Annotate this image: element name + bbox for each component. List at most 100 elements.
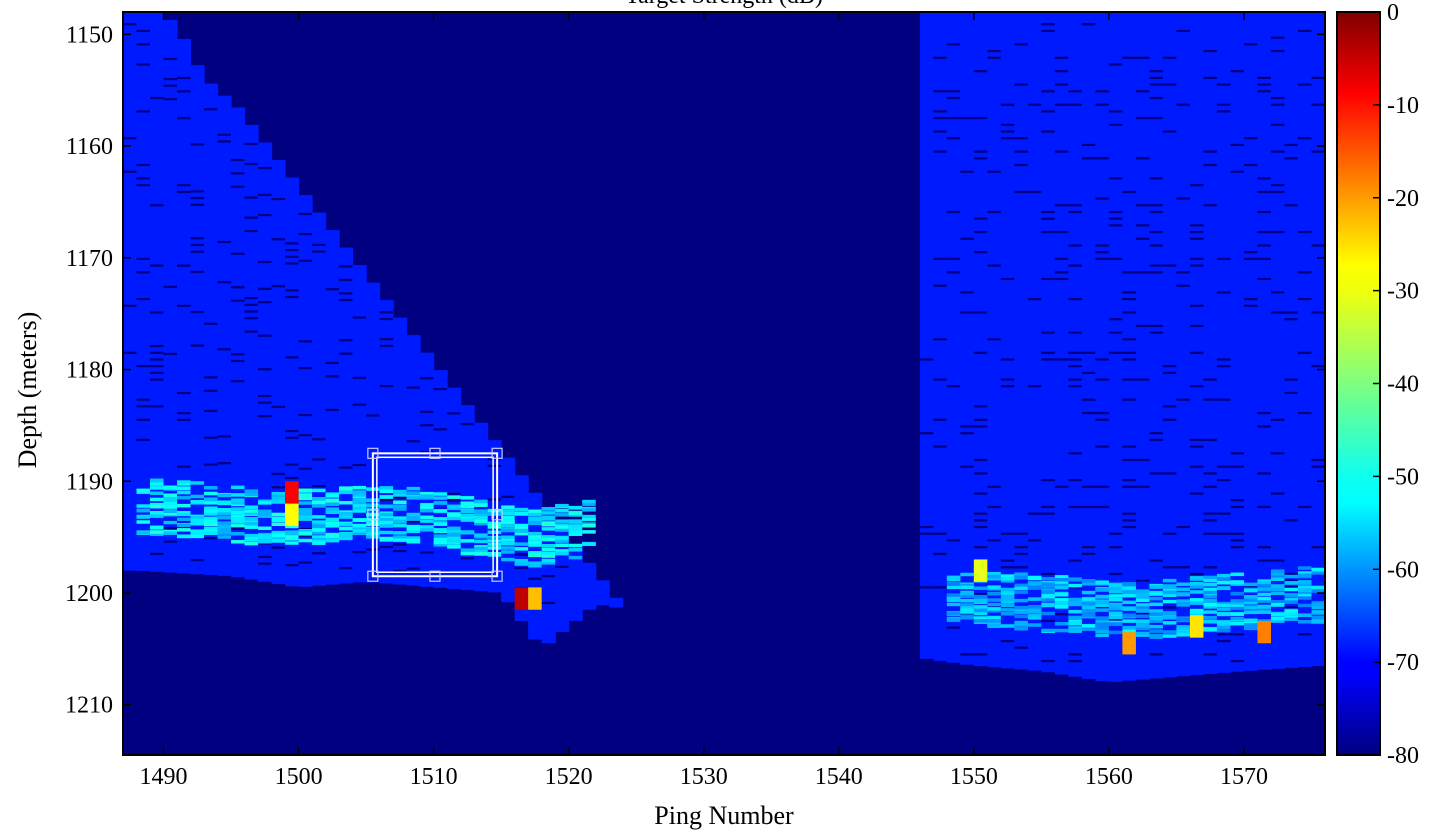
scatter-cell [1284,594,1298,598]
dropout-speckle [325,288,340,291]
dropout-speckle [1311,76,1325,80]
scatter-cell [1108,607,1123,611]
scatter-cell [1108,589,1123,594]
scatter-cell [1027,597,1042,601]
scatter-cell [339,522,353,527]
dropout-speckle [1230,452,1244,455]
dropout-speckle [1108,123,1123,126]
scatter-cell [352,493,367,497]
scatter-cell [1081,597,1096,601]
scatter-cell [204,529,218,534]
dropout-speckle [946,90,961,93]
dropout-speckle [1041,130,1055,133]
scatter-cell [420,519,434,523]
dropout-speckle [933,378,947,381]
scatter-cell [217,535,232,539]
scatter-cell [474,539,488,544]
water-column-ping [555,527,570,633]
dropout-speckle [1162,83,1177,86]
dropout-speckle [1270,190,1285,193]
scatter-cell [528,564,542,568]
scatter-cell [460,539,475,543]
selection-handle[interactable] [367,447,379,459]
dropout-speckle [1270,291,1285,294]
scatter-cell [1122,582,1136,587]
dropout-speckle [312,552,326,555]
scatter-cell [393,489,407,494]
dropout-speckle [1122,525,1136,529]
selection-handle[interactable] [429,570,441,582]
dropout-speckle [1189,237,1204,240]
dropout-speckle [514,566,529,570]
dropout-speckle [298,232,313,236]
dropout-speckle [1108,63,1123,66]
dropout-speckle [217,240,232,244]
dropout-speckle [1189,304,1204,307]
selection-handles[interactable] [367,447,503,582]
dropout-speckle [1095,244,1109,247]
scatter-cell [1041,588,1055,592]
scatter-cell [190,518,205,523]
dropout-speckle [1189,465,1204,468]
scatter-cell [298,531,313,535]
dropout-speckle [1095,418,1109,421]
scatter-cell [339,526,353,531]
dropout-speckle [420,410,434,413]
dropout-speckle [1203,438,1217,442]
water-column-ping [1149,12,1164,679]
scatter-cell [1108,630,1123,635]
scatter-cell [339,486,353,490]
scatter-cell [541,558,556,563]
dropout-speckle [1068,653,1082,656]
dropout-speckle [352,463,367,467]
scatter-cell [1095,608,1109,612]
scatter-cell [1162,621,1177,625]
dropout-speckle [1014,137,1028,140]
selection-handle[interactable] [367,509,379,521]
scatter-cell [487,553,502,557]
dropout-speckle [163,352,178,356]
dropout-speckle [1257,83,1271,86]
dropout-speckle [231,359,245,363]
dropout-speckle [1176,525,1190,529]
scatter-cell [1041,577,1055,581]
water-column-ping [163,19,178,573]
scatter-cell [393,504,407,508]
water-column-ping [204,83,219,576]
scatter-cell [1041,598,1055,602]
dropout-speckle [258,562,272,565]
scatter-cell [271,497,286,501]
selection-handle[interactable] [491,509,503,521]
dropout-speckle [1068,365,1082,368]
dropout-speckle [123,351,137,354]
selection-handle[interactable] [367,570,379,582]
selection-handle[interactable] [491,447,503,459]
selection-handle[interactable] [429,447,441,459]
dropout-speckle [1284,204,1298,207]
scatter-cell [1135,609,1150,613]
scatter-cell [1189,585,1204,589]
scatter-cell [433,522,448,526]
scatter-cell [568,505,583,510]
scatter-cell [987,607,1001,611]
scatter-cell [1122,590,1136,594]
scatter-cell [177,495,191,500]
selection-handle[interactable] [491,570,503,582]
scatter-cell [190,534,205,539]
scatter-cell [514,507,529,512]
scatter-cell [447,541,461,545]
dropout-speckle [379,545,394,549]
scatter-cell [1189,613,1204,617]
dropout-speckle [1041,277,1055,281]
scatter-cell [244,524,259,529]
scatter-cell [1149,585,1163,589]
dropout-speckle [973,251,988,254]
scatter-cell [447,504,461,509]
selection-box[interactable] [371,452,499,578]
scatter-cell [433,501,448,505]
scatter-cell [568,521,583,526]
scatter-cell [325,507,340,511]
dropout-speckle [487,464,502,467]
scatter-cell [150,514,164,518]
scatter-cell [352,500,367,505]
